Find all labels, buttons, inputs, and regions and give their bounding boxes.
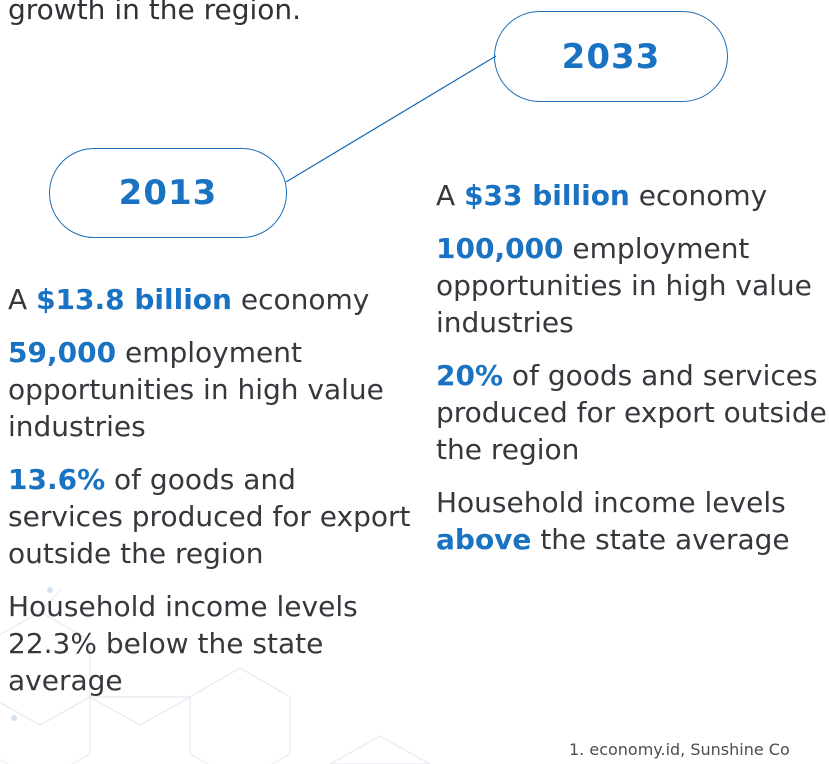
- income-suffix: the state average: [531, 523, 790, 556]
- export-text: of goods and services produced for expor…: [8, 463, 411, 570]
- economy-suffix: economy: [231, 283, 370, 316]
- economy-value: $13.8 billion: [36, 283, 232, 316]
- economy-stat-2033: A $33 billion economy: [436, 177, 829, 214]
- income-text: Household income levels 22.3% below the …: [8, 590, 358, 697]
- year-badge-2013: 2013: [49, 148, 287, 238]
- export-stat-2033: 20% of goods and services produced for e…: [436, 357, 829, 468]
- export-text: of goods and services produced for expor…: [436, 359, 827, 466]
- economy-stat-2013: A $13.8 billion economy: [8, 281, 418, 318]
- income-stat-2033: Household income levels above the state …: [436, 484, 829, 558]
- employment-text: employment opportunities in high value i…: [8, 336, 384, 443]
- economy-prefix: A: [436, 179, 465, 212]
- income-prefix: Household income levels: [436, 486, 786, 519]
- employment-text: employment opportunities in high value i…: [436, 232, 812, 339]
- source-footnote: 1. economy.id, Sunshine Co: [569, 740, 790, 759]
- export-stat-2013: 13.6% of goods and services produced for…: [8, 461, 418, 572]
- column-2013: A $13.8 billion economy 59,000 employmen…: [8, 281, 418, 715]
- economy-suffix: economy: [629, 179, 768, 212]
- income-stat-2013: Household income levels 22.3% below the …: [8, 588, 418, 699]
- employment-stat-2033: 100,000 employment opportunities in high…: [436, 230, 829, 341]
- intro-text: growth in the region.: [8, 0, 302, 26]
- year-label-2033: 2033: [561, 36, 661, 77]
- employment-value: 59,000: [8, 336, 117, 369]
- column-2033: A $33 billion economy 100,000 employment…: [436, 177, 829, 574]
- economy-value: $33 billion: [464, 179, 630, 212]
- year-badge-2033: 2033: [494, 11, 728, 102]
- export-value: 20%: [436, 359, 504, 392]
- employment-stat-2013: 59,000 employment opportunities in high …: [8, 334, 418, 445]
- employment-value: 100,000: [436, 232, 564, 265]
- export-value: 13.6%: [8, 463, 106, 496]
- economy-prefix: A: [8, 283, 37, 316]
- income-value: above: [436, 523, 532, 556]
- year-label-2013: 2013: [118, 173, 218, 213]
